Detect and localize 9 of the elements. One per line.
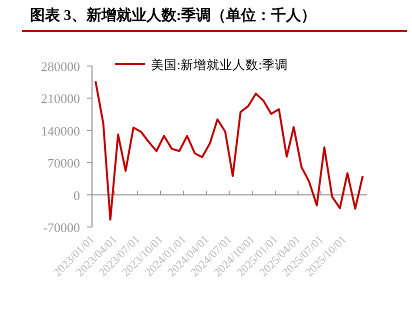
y-tick-label: 70000 (48, 156, 80, 171)
line-series (94, 80, 364, 221)
y-tick-label: 210000 (41, 91, 80, 106)
y-tick-label: 0 (74, 188, 80, 203)
legend-label: 美国:新增就业人数:季调 (151, 57, 288, 72)
chart-title: 图表 3、新增就业人数:季调（单位：千人） (30, 6, 316, 24)
y-tick-label: 280000 (41, 59, 80, 74)
y-tick-label: -70000 (43, 220, 80, 235)
y-tick-label: 140000 (41, 123, 80, 138)
